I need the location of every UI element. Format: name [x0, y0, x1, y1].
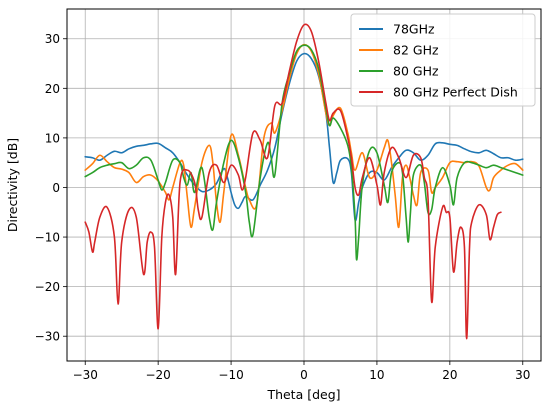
legend-label: 82 GHz — [393, 43, 439, 58]
legend: 78GHz 82 GHz 80 GHz 80 GHz Perfect Dish — [350, 13, 536, 107]
legend-box — [350, 13, 536, 107]
series-lines — [84, 23, 524, 340]
x-axis-label: Theta [deg] — [266, 387, 340, 402]
x-tick-label: 0 — [300, 368, 308, 382]
y-axis-label: Directivity [dB] — [5, 138, 20, 232]
x-tick-label: 20 — [442, 368, 457, 382]
series-line-1 — [84, 52, 524, 222]
y-tick-label: 30 — [45, 32, 60, 46]
legend-label: 80 GHz Perfect Dish — [393, 85, 518, 100]
legend-label: 78GHz — [393, 22, 435, 37]
series-line-4 — [84, 23, 502, 340]
x-tick-label: −20 — [145, 368, 170, 382]
y-tick-label: 10 — [45, 131, 60, 145]
y-tick-label: −10 — [35, 231, 60, 245]
series-line-2 — [84, 43, 524, 229]
y-tick-label: 20 — [45, 82, 60, 96]
y-tick-label: 0 — [52, 181, 60, 195]
x-tick-label: −30 — [73, 368, 98, 382]
x-tick-label: 10 — [369, 368, 384, 382]
y-tick-label: −30 — [35, 330, 60, 344]
axis-ticks: −30 −20 −10 0 10 20 30 −30 −20 −10 0 10 20 30 — [35, 32, 531, 382]
y-tick-label: −20 — [35, 280, 60, 294]
legend-label: 80 GHz — [393, 64, 439, 79]
x-tick-label: 30 — [515, 368, 530, 382]
series-line-3 — [84, 44, 524, 261]
grid — [67, 9, 541, 361]
x-tick-label: −10 — [218, 368, 243, 382]
